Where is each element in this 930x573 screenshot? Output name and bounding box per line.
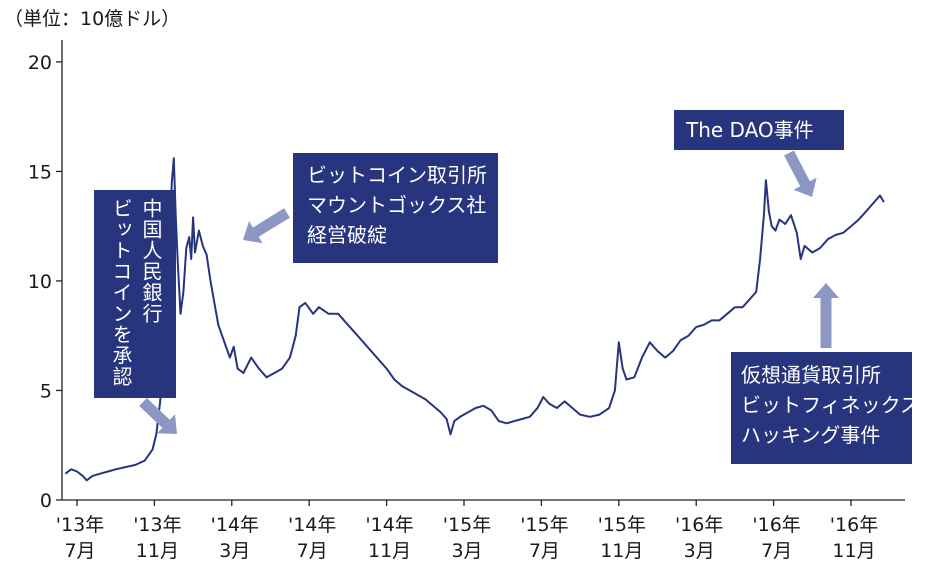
x-tick-year-label: '14年 [211, 514, 259, 536]
arrow-dao [784, 150, 817, 197]
x-tick-year-label: '14年 [288, 514, 336, 536]
arrow-bitfinex [813, 283, 839, 348]
arrow-pboc [139, 398, 177, 434]
annotation-bitfinex-line-3: ハッキング事件 [741, 423, 881, 447]
annotation-pboc-approval: 中国人民銀行 ビットコインを承認 [94, 190, 176, 398]
annotation-mtgox-bankruptcy: ビットコイン取引所 マウントゴックス社 経営破綻 [293, 153, 498, 263]
x-tick-year-label: '16年 [752, 514, 800, 536]
x-tick-year-label: '16年 [830, 514, 878, 536]
y-tick-label: 20 [28, 52, 52, 74]
market-cap-line [64, 157, 885, 482]
annotation-pboc-line-2: ビットコインを承認 [109, 198, 133, 387]
x-tick-month-label: 3月 [684, 540, 715, 562]
annotation-dao-line-1: The DAO事件 [686, 118, 814, 142]
x-tick-year-label: '14年 [365, 514, 413, 536]
x-tick-month-label: 3月 [219, 540, 250, 562]
annotation-mtgox-line-3: 経営破綻 [307, 223, 387, 247]
annotation-bitfinex-hack: 仮想通貨取引所 ビットフィネックス ハッキング事件 [731, 352, 920, 464]
x-tick-month-label: 7月 [761, 540, 792, 562]
x-tick-month-label: 11月 [600, 540, 643, 562]
unit-label: （単位：10億ドル） [4, 8, 181, 30]
arrow-mtgox [243, 208, 290, 244]
y-tick-label: 10 [28, 271, 52, 293]
x-tick-year-label: '13年 [56, 514, 104, 536]
annotation-mtgox-line-2: マウントゴックス社 [307, 193, 487, 217]
x-axis: '13年 7月 '13年 11月 '14年 3月 '14年 7月 '14年 11月 '15年 3月 '1… [56, 499, 905, 562]
annotation-mtgox-line-1: ビットコイン取引所 [307, 163, 487, 187]
annotation-bitfinex-line-2: ビットフィネックス [741, 393, 920, 417]
x-tick-year-label: '15年 [520, 514, 568, 536]
x-tick-month-label: 7月 [297, 540, 328, 562]
arrow-layer [139, 150, 839, 434]
y-tick-label: 0 [40, 490, 52, 512]
x-tick-year-label: '13年 [133, 514, 181, 536]
y-tick-label: 5 [40, 380, 52, 402]
x-tick-month-label: 7月 [64, 540, 95, 562]
x-tick-year-label: '15年 [598, 514, 646, 536]
y-axis: 0 5 10 15 20 [28, 40, 63, 512]
y-tick-label: 15 [28, 161, 52, 183]
x-tick-month-label: 11月 [832, 540, 875, 562]
x-tick-month-label: 11月 [368, 540, 411, 562]
series-layer [64, 157, 885, 482]
annotation-bitfinex-line-1: 仮想通貨取引所 [741, 363, 881, 387]
x-tick-month-label: 7月 [529, 540, 560, 562]
x-tick-year-label: '16年 [675, 514, 723, 536]
x-tick-month-label: 3月 [451, 540, 482, 562]
x-tick-month-label: 11月 [136, 540, 179, 562]
x-tick-year-label: '15年 [443, 514, 491, 536]
annotation-dao-incident: The DAO事件 [674, 110, 844, 150]
annotation-pboc-line-1: 中国人民銀行 [139, 198, 163, 324]
